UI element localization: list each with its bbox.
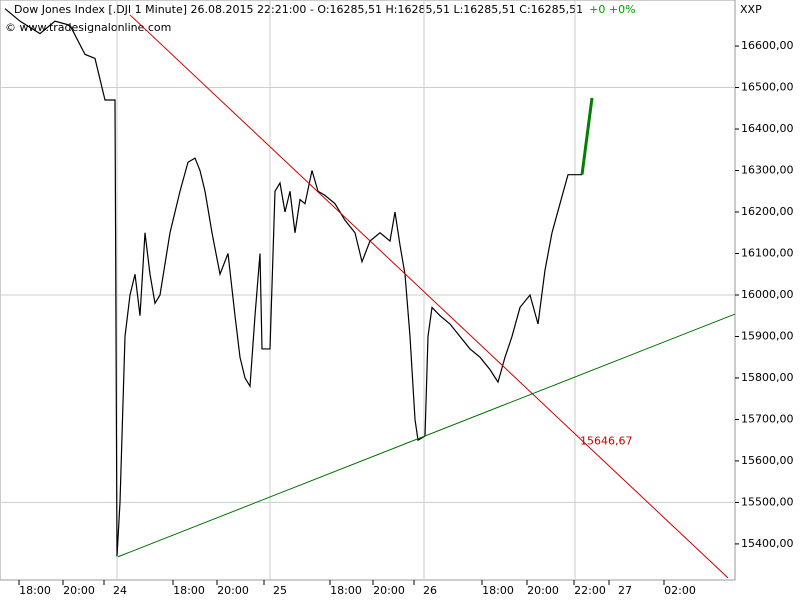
- x-tick-label: 18:00: [19, 584, 51, 597]
- y-tick-label: 16500,00: [741, 81, 794, 94]
- y-tick-label: 16200,00: [741, 205, 794, 218]
- x-tick-label: 24: [113, 584, 127, 597]
- price-line: [129, 14, 729, 579]
- y-tick-label: 15700,00: [741, 412, 794, 425]
- y-tick-label: 15400,00: [741, 537, 794, 550]
- x-tick-label: 18:00: [330, 584, 362, 597]
- axis-label: XXP: [740, 3, 762, 16]
- y-tick-label: 16300,00: [741, 164, 794, 177]
- x-tick-label: 18:00: [173, 584, 205, 597]
- y-tick-label: 16000,00: [741, 288, 794, 301]
- price-line: [580, 97, 594, 175]
- x-tick-label: 20:00: [63, 584, 95, 597]
- x-tick-label: 27: [618, 584, 632, 597]
- y-tick-label: 15600,00: [741, 454, 794, 467]
- subtitle: © www.tradesignalonline.com: [5, 21, 171, 34]
- x-tick-label: 25: [273, 584, 287, 597]
- change: +0 +0%: [589, 3, 635, 16]
- x-tick-label: 20:00: [527, 584, 559, 597]
- chart-title: Dow Jones Index [.DJI 1 Minute] 26.08.20…: [14, 3, 583, 16]
- y-tick-label: 16400,00: [741, 122, 794, 135]
- price-line: [4, 8, 582, 557]
- x-tick-label: 18:00: [482, 584, 514, 597]
- y-tick-label: 16600,00: [741, 39, 794, 52]
- y-tick-label: 15900,00: [741, 329, 794, 342]
- x-tick-label: 02:00: [664, 584, 696, 597]
- y-tick-label: 15800,00: [741, 371, 794, 384]
- price-line: [117, 313, 736, 558]
- x-tick-label: 22:00: [574, 584, 606, 597]
- annotation: 15646,67: [580, 435, 633, 448]
- plot-area: [0, 0, 736, 581]
- y-tick-label: 16100,00: [741, 246, 794, 259]
- x-tick-label: 20:00: [217, 584, 249, 597]
- y-tick-label: 15500,00: [741, 495, 794, 508]
- x-tick-label: 20:00: [373, 584, 405, 597]
- x-tick-label: 26: [423, 584, 437, 597]
